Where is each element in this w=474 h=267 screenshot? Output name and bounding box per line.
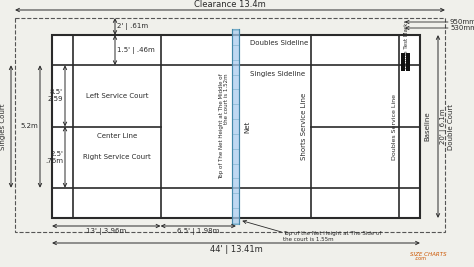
Text: 1.5' | .46m: 1.5' | .46m bbox=[117, 47, 155, 54]
Text: Top of the Net Height at The Side of
the court is 1.55m: Top of the Net Height at The Side of the… bbox=[283, 231, 382, 242]
Text: Top of The Net Height at The Middle of
the court is 1.52m: Top of The Net Height at The Middle of t… bbox=[219, 74, 229, 179]
Text: Singles Court: Singles Court bbox=[0, 103, 6, 150]
Text: 44' | 13.41m: 44' | 13.41m bbox=[210, 245, 263, 254]
Text: 13' | 3.96m: 13' | 3.96m bbox=[86, 228, 127, 235]
Text: Doubles Sideline: Doubles Sideline bbox=[250, 40, 308, 46]
Text: 6.5' | 1.98m: 6.5' | 1.98m bbox=[177, 228, 219, 235]
Text: 8.5'
2.59: 8.5' 2.59 bbox=[47, 89, 63, 102]
Bar bbox=[52, 35, 420, 218]
Text: 2.5'
.76m: 2.5' .76m bbox=[45, 151, 63, 164]
Text: Right Service Court: Right Service Court bbox=[83, 154, 151, 160]
Text: 20' | 6.1m: 20' | 6.1m bbox=[440, 109, 447, 144]
Text: .com: .com bbox=[414, 256, 426, 261]
Text: Shuttle Test Marks: Shuttle Test Marks bbox=[404, 20, 409, 70]
Text: 5.2m: 5.2m bbox=[20, 124, 38, 129]
Text: Baseline: Baseline bbox=[424, 112, 430, 141]
Bar bbox=[406, 53, 410, 71]
Text: Singles Sideline: Singles Sideline bbox=[250, 71, 305, 77]
Text: Net: Net bbox=[245, 120, 250, 133]
Text: Left Service Court: Left Service Court bbox=[85, 93, 148, 99]
Text: Doubles Service Line: Doubles Service Line bbox=[392, 93, 397, 159]
Text: Shorts Service Line: Shorts Service Line bbox=[301, 93, 308, 160]
Text: 2' | .61m: 2' | .61m bbox=[117, 23, 148, 30]
Text: 530mm: 530mm bbox=[450, 25, 474, 31]
Text: Double Court: Double Court bbox=[448, 104, 454, 150]
Bar bbox=[233, 29, 239, 224]
Text: Center Line: Center Line bbox=[97, 134, 137, 139]
Text: 950mm: 950mm bbox=[450, 19, 474, 25]
Bar bbox=[15, 18, 445, 232]
Text: SIZE CHARTS: SIZE CHARTS bbox=[410, 252, 447, 257]
Bar bbox=[401, 53, 405, 71]
Text: Clearance 13.4m: Clearance 13.4m bbox=[194, 0, 266, 9]
